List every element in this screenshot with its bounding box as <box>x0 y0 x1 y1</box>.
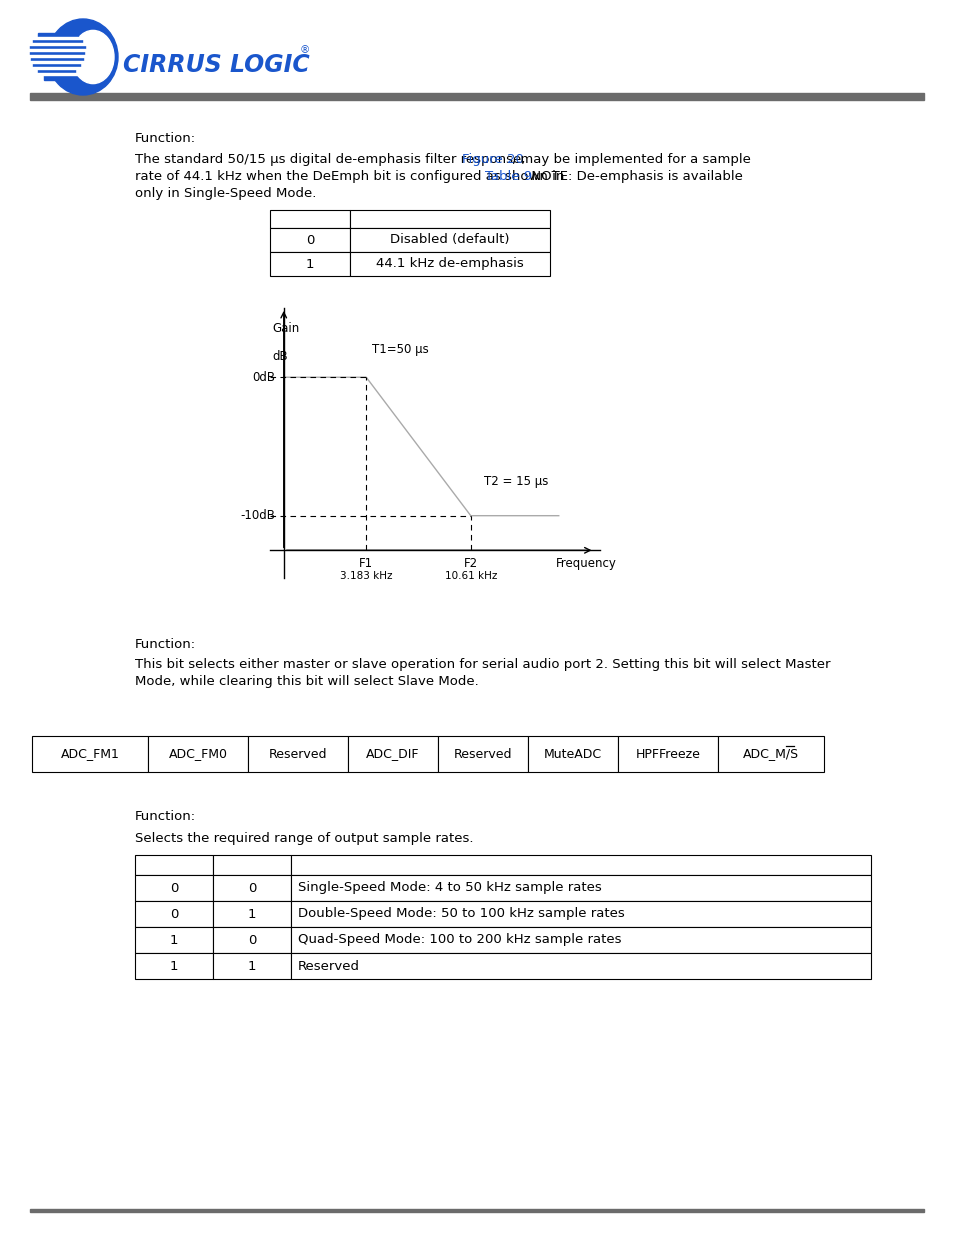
Text: 0: 0 <box>306 233 314 247</box>
Text: Disabled (default): Disabled (default) <box>390 233 509 247</box>
Bar <box>28 67 90 68</box>
Text: Function:: Function: <box>135 638 196 651</box>
Text: Quad-Speed Mode: 100 to 200 kHz sample rates: Quad-Speed Mode: 100 to 200 kHz sample r… <box>297 934 620 946</box>
Text: Figure 20: Figure 20 <box>462 153 524 165</box>
Text: Reserved: Reserved <box>297 960 359 972</box>
Bar <box>28 37 90 38</box>
Bar <box>291 902 870 927</box>
Text: ADC_FM1: ADC_FM1 <box>60 747 119 761</box>
Text: Reserved: Reserved <box>454 747 512 761</box>
Text: , may be implemented for a sample: , may be implemented for a sample <box>512 153 750 165</box>
Bar <box>213 902 291 927</box>
Text: 0: 0 <box>248 882 256 894</box>
Bar <box>32 736 148 772</box>
Text: F1: F1 <box>359 557 373 571</box>
Bar <box>270 252 350 275</box>
Bar <box>30 44 85 49</box>
Bar <box>33 40 82 43</box>
Text: Selects the required range of output sample rates.: Selects the required range of output sam… <box>135 832 473 845</box>
Text: . NOTE: De-emphasis is available: . NOTE: De-emphasis is available <box>523 170 742 183</box>
Text: -10dB: -10dB <box>240 509 275 522</box>
Bar <box>28 43 90 44</box>
Text: Mode, while clearing this bit will select Slave Mode.: Mode, while clearing this bit will selec… <box>135 676 478 688</box>
Text: HPFFreeze: HPFFreeze <box>635 747 700 761</box>
Bar <box>291 953 870 979</box>
Text: 1: 1 <box>248 908 256 920</box>
Text: ADC_M/S: ADC_M/S <box>742 747 799 761</box>
Text: Double-Speed Mode: 50 to 100 kHz sample rates: Double-Speed Mode: 50 to 100 kHz sample … <box>297 908 624 920</box>
Text: The standard 50/15 μs digital de-emphasis filter response,: The standard 50/15 μs digital de-emphasi… <box>135 153 529 165</box>
Text: 1: 1 <box>170 934 178 946</box>
Text: CIRRUS LOGIC: CIRRUS LOGIC <box>123 53 310 77</box>
Bar <box>213 855 291 876</box>
Bar <box>618 736 718 772</box>
Text: only in Single-Speed Mode.: only in Single-Speed Mode. <box>135 186 316 200</box>
Bar <box>270 228 350 252</box>
Bar <box>44 75 68 79</box>
Bar <box>135 927 213 953</box>
Bar <box>437 736 527 772</box>
Bar <box>270 210 350 228</box>
Text: 3.183 kHz: 3.183 kHz <box>339 571 392 582</box>
Bar <box>28 56 90 57</box>
Bar <box>135 876 213 902</box>
Text: 1: 1 <box>248 960 256 972</box>
Bar <box>348 736 437 772</box>
Text: 0: 0 <box>170 882 178 894</box>
Bar <box>28 73 90 74</box>
Bar <box>135 902 213 927</box>
Bar <box>38 33 78 37</box>
Bar <box>28 61 90 63</box>
Text: ADC_DIF: ADC_DIF <box>366 747 419 761</box>
Bar <box>213 876 291 902</box>
Text: F2: F2 <box>463 557 477 571</box>
Ellipse shape <box>48 19 118 95</box>
Text: 44.1 kHz de-emphasis: 44.1 kHz de-emphasis <box>375 258 523 270</box>
Text: Frequency: Frequency <box>556 557 616 571</box>
Bar <box>38 69 75 74</box>
Bar <box>30 57 83 62</box>
Bar <box>33 63 80 68</box>
Text: 0: 0 <box>170 908 178 920</box>
Bar <box>30 1209 923 1212</box>
Text: 10.61 kHz: 10.61 kHz <box>444 571 497 582</box>
Text: 0: 0 <box>248 934 256 946</box>
Bar <box>248 736 348 772</box>
Bar <box>28 49 90 51</box>
Bar <box>291 876 870 902</box>
Bar <box>30 51 84 56</box>
Ellipse shape <box>71 31 113 84</box>
Text: This bit selects either master or slave operation for serial audio port 2. Setti: This bit selects either master or slave … <box>135 658 830 671</box>
Bar <box>291 927 870 953</box>
Text: Gain: Gain <box>273 322 299 335</box>
Bar <box>350 210 550 228</box>
Text: MuteADC: MuteADC <box>543 747 601 761</box>
Bar <box>350 252 550 275</box>
Text: Function:: Function: <box>135 132 196 144</box>
Bar <box>291 855 870 876</box>
Bar <box>213 953 291 979</box>
Bar <box>350 228 550 252</box>
Text: Table 9: Table 9 <box>484 170 531 183</box>
Text: 1: 1 <box>305 258 314 270</box>
Bar <box>213 927 291 953</box>
Bar <box>148 736 248 772</box>
Text: ®: ® <box>299 44 310 56</box>
Text: ADC_FM0: ADC_FM0 <box>169 747 227 761</box>
Text: Function:: Function: <box>135 810 196 823</box>
Text: dB: dB <box>273 350 288 363</box>
Text: Reserved: Reserved <box>269 747 327 761</box>
Text: T1=50 μs: T1=50 μs <box>372 342 428 356</box>
Bar <box>135 953 213 979</box>
Bar <box>527 736 618 772</box>
Text: T2 = 15 μs: T2 = 15 μs <box>484 474 548 488</box>
Text: rate of 44.1 kHz when the DeEmph bit is configured as shown in: rate of 44.1 kHz when the DeEmph bit is … <box>135 170 568 183</box>
Text: Single-Speed Mode: 4 to 50 kHz sample rates: Single-Speed Mode: 4 to 50 kHz sample ra… <box>297 882 601 894</box>
Bar <box>718 736 823 772</box>
Bar <box>30 93 923 100</box>
Bar <box>135 855 213 876</box>
Text: 0dB: 0dB <box>253 370 275 384</box>
Text: 1: 1 <box>170 960 178 972</box>
